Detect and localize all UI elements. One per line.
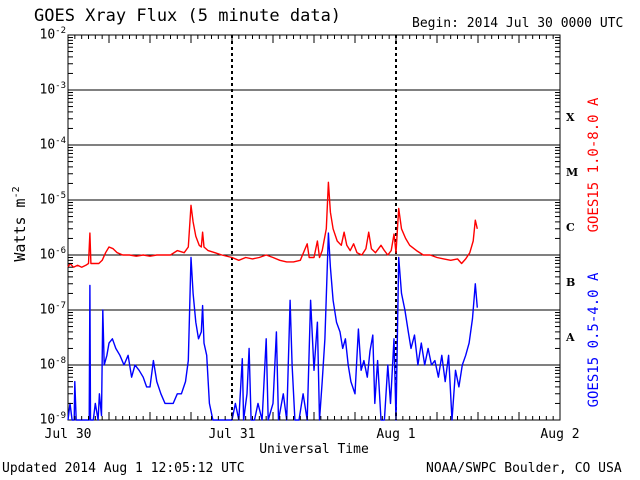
y-tick-label: 10-5: [39, 191, 67, 208]
x-tick-label: Aug 1: [376, 427, 416, 442]
x-axis-title: Universal Time: [259, 442, 369, 457]
legend-short-label: GOES15 0.5-4.0 A: [586, 272, 602, 408]
legend-long-label: GOES15 1.0-8.0 A: [586, 97, 602, 233]
chart-title: GOES Xray Flux (5 minute data): [34, 6, 342, 26]
x-tick-label: Jul 30: [44, 427, 92, 442]
y-tick-label: 10-6: [39, 246, 67, 263]
y-tick-label: 10-7: [39, 301, 67, 318]
flare-class-c: C: [566, 220, 575, 234]
y-axis-exponent: -2: [11, 186, 22, 199]
y-tick-label: 10-8: [39, 356, 67, 373]
plot-area: [67, 34, 561, 421]
y-tick-label: 10-3: [39, 81, 67, 98]
y-axis-label: Watts m: [11, 198, 29, 262]
x-tick-label: Aug 2: [540, 427, 580, 442]
y-tick-label: 10-2: [39, 26, 67, 43]
flare-class-m: M: [566, 165, 579, 179]
series-layer: [67, 181, 478, 421]
flare-class-x: X: [566, 110, 575, 124]
y-tick-label: 10-4: [39, 136, 67, 153]
y-axis-title: Watts m-2: [11, 186, 29, 261]
begin-time: Begin: 2014 Jul 30 0000 UTC: [412, 16, 624, 31]
legend-long-wavelength: GOES15 1.0-8.0 A: [586, 98, 602, 233]
flare-class-b: B: [566, 275, 576, 289]
y-tick-label: 10-9: [39, 411, 67, 428]
updated-time: Updated 2014 Aug 1 12:05:12 UTC: [2, 461, 245, 476]
legend-short-wavelength: GOES15 0.5-4.0 A: [586, 273, 602, 408]
credit-text: NOAA/SWPC Boulder, CO USA: [426, 461, 622, 476]
series-short-wavelength-line: [67, 232, 478, 421]
flare-class-a: A: [566, 330, 575, 344]
series-long-wavelength-line: [67, 181, 478, 268]
tick-layer: [68, 35, 560, 420]
x-tick-label: Jul 31: [208, 427, 256, 442]
